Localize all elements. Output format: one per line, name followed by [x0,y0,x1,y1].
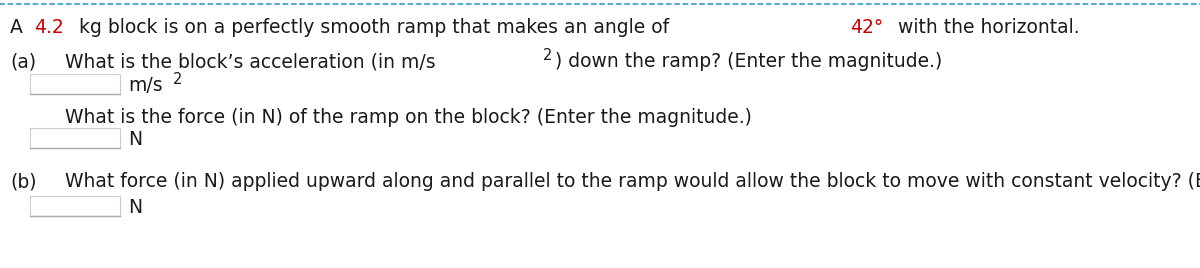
Bar [30,128,120,148]
Text: (b): (b) [10,172,36,191]
Text: 4.2: 4.2 [35,18,64,37]
Text: 2: 2 [544,48,553,63]
Text: N: N [128,198,142,217]
Text: 42°: 42° [850,18,883,37]
Text: What is the block’s acceleration (in m/s: What is the block’s acceleration (in m/s [65,52,436,71]
Bar [30,196,120,216]
Text: 2: 2 [173,72,182,87]
Text: A: A [10,18,29,37]
Text: What is the force (in N) of the ramp on the block? (Enter the magnitude.): What is the force (in N) of the ramp on … [65,108,752,127]
Text: m/s: m/s [128,76,163,95]
Text: (a): (a) [10,52,36,71]
Text: ) down the ramp? (Enter the magnitude.): ) down the ramp? (Enter the magnitude.) [556,52,942,71]
Text: What force (in N) applied upward along and parallel to the ramp would allow the : What force (in N) applied upward along a… [65,172,1200,191]
Text: with the horizontal.: with the horizontal. [893,18,1080,37]
Bar [30,74,120,94]
Text: kg block is on a perfectly smooth ramp that makes an angle of: kg block is on a perfectly smooth ramp t… [73,18,674,37]
Text: N: N [128,130,142,149]
